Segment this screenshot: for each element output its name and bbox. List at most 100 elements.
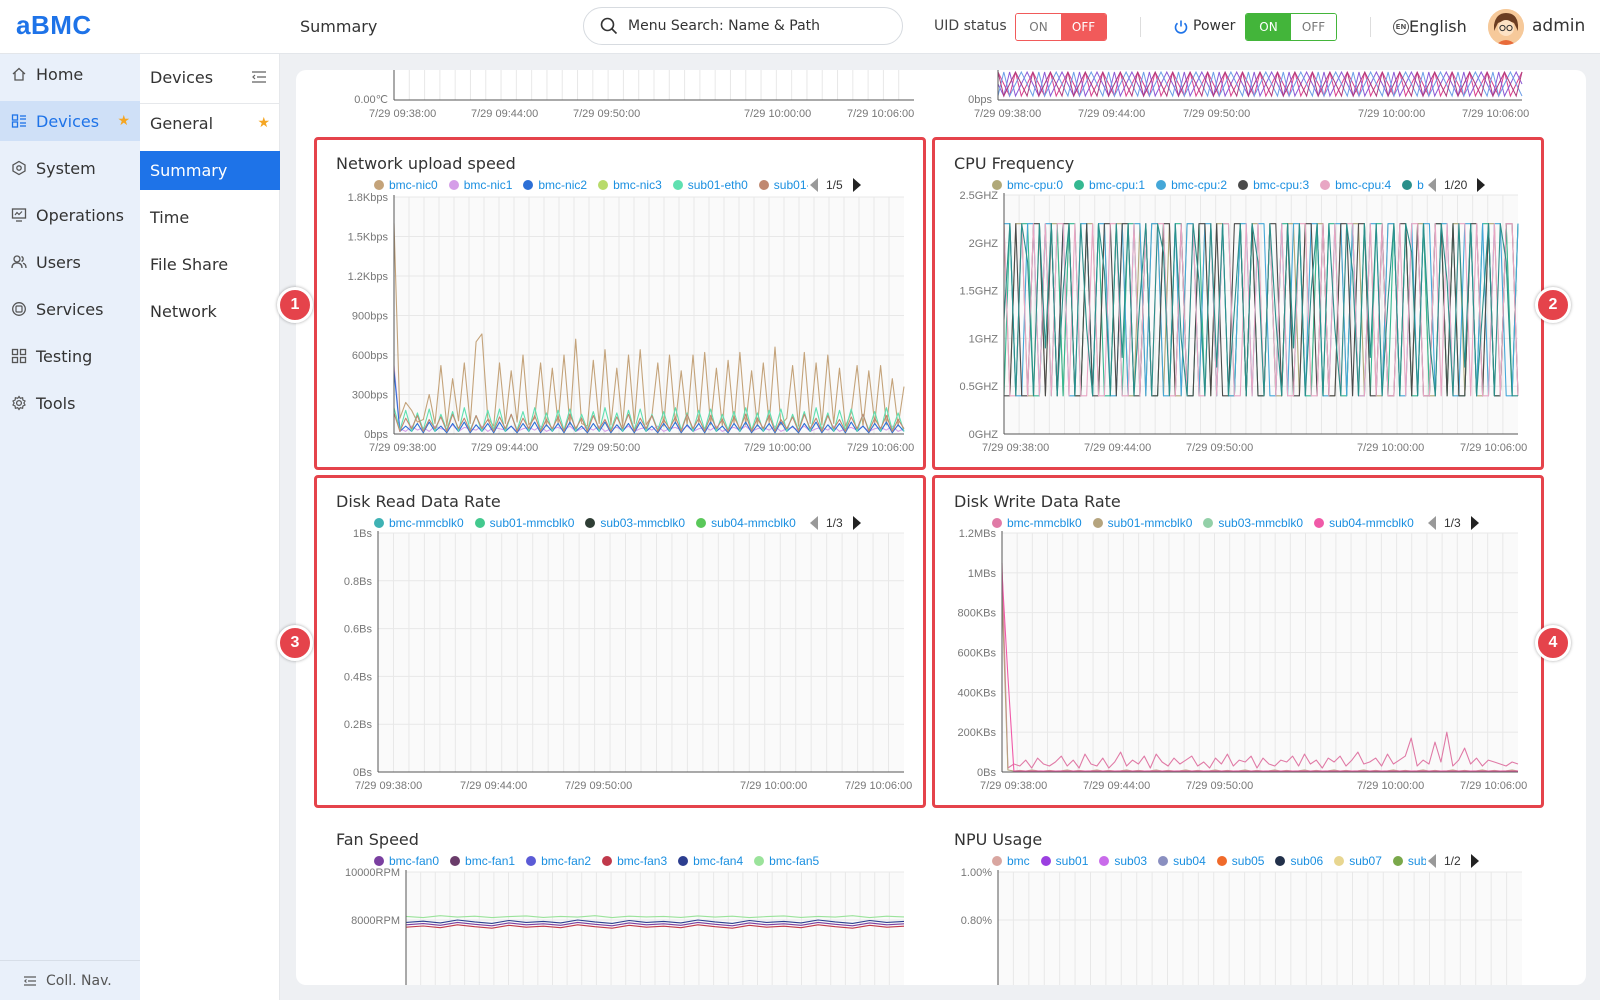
nav-item-devices[interactable]: Devices ★	[0, 101, 140, 141]
legend-item[interactable]: sub03-mmcblk0	[585, 516, 685, 530]
legend-prev-icon[interactable]	[810, 516, 818, 530]
legend-prev-icon[interactable]	[1428, 178, 1436, 192]
chart-panel-cpu-frequency[interactable]: CPU Frequency bmc-cpu:0 bmc-cpu:1 bmc-cpu:2…	[932, 137, 1544, 470]
sub-nav-item-time[interactable]: Time	[140, 198, 280, 237]
legend-item[interactable]: sub01-	[758, 178, 808, 192]
chart-panel-disk-read-data-rate[interactable]: Disk Read Data Rate bmc-mmcblk0 sub01-mmcb…	[314, 475, 926, 808]
legend-item[interactable]: bmc-fan3	[602, 854, 667, 868]
legend-next-icon[interactable]	[1470, 516, 1479, 530]
legend-item[interactable]: bmc-fan5	[754, 854, 819, 868]
nav-item-operations[interactable]: Operations	[0, 195, 140, 235]
y-tick-label: 0.00℃	[354, 94, 388, 106]
legend-label: bmc-fan4	[693, 854, 744, 868]
content-area[interactable]: 0.00℃ 7/29 09:38:00 7/29 09:44:00 7/29 09:…	[296, 70, 1586, 985]
legend-next-icon[interactable]	[852, 516, 861, 530]
sub-nav-item-summary[interactable]: Summary	[140, 151, 280, 190]
operations-icon	[11, 208, 27, 222]
menu-search-input[interactable]: Menu Search: Name & Path	[583, 7, 903, 45]
legend-item[interactable]: bmc-fan2	[526, 854, 591, 868]
nav-item-home[interactable]: Home	[0, 54, 140, 94]
legend-item[interactable]: sub07	[1334, 854, 1382, 868]
nav-item-tools[interactable]: Tools	[0, 383, 140, 423]
legend-item[interactable]: bmc-fan4	[678, 854, 743, 868]
sub-nav-label: File Share	[150, 255, 229, 274]
legend-item[interactable]: bmc-fan0	[374, 854, 439, 868]
legend-item[interactable]: bmc-cpu:4	[1320, 178, 1391, 192]
legend-item[interactable]: subl	[1392, 854, 1426, 868]
legend-next-icon[interactable]	[1470, 854, 1479, 868]
uid-status-label: UID status	[934, 18, 1007, 34]
language-icon: EN	[1393, 19, 1409, 35]
x-tick-label: 7/29 09:44:00	[471, 442, 538, 454]
chart-panel-fan-speed[interactable]: Fan Speed bmc-fan0 bmc-fan1 bmc-fan2 bmc-fan…	[314, 813, 926, 985]
legend-item[interactable]: sub04-mmcblk0	[1314, 516, 1414, 530]
sub-nav-label: Time	[150, 208, 190, 227]
legend-prev-icon[interactable]	[1428, 516, 1436, 530]
collapse-sub-nav-icon[interactable]	[252, 71, 266, 83]
legend-item[interactable]: bmc-cpu:0	[992, 178, 1063, 192]
legend-pager: 1/3	[810, 515, 861, 531]
avatar[interactable]	[1488, 9, 1524, 45]
legend-item[interactable]: bmc-cpu:1	[1074, 178, 1145, 192]
legend-next-icon[interactable]	[1477, 178, 1486, 192]
legend-dot-icon	[526, 856, 537, 866]
star-icon[interactable]: ★	[117, 113, 130, 129]
power-toggle[interactable]: ON OFF	[1245, 13, 1337, 41]
uid-on-option[interactable]: ON	[1016, 14, 1061, 40]
legend-item[interactable]: sub01	[1040, 854, 1088, 868]
legend-item[interactable]: sub03-mmcblk0	[1203, 516, 1303, 530]
nav-item-testing[interactable]: Testing	[0, 336, 140, 376]
language-selector[interactable]: English	[1409, 17, 1467, 36]
chart-panel-npu-usage[interactable]: NPU Usage bmc sub01 sub03 sub04 sub05 sub06 sub…	[932, 813, 1544, 985]
legend-item[interactable]: bmc-nic1	[448, 178, 512, 192]
sub-nav-item-network[interactable]: Network	[140, 292, 280, 331]
chart-panel-network-upload-speed[interactable]: Network upload speed bmc-nic0 bmc-nic1 bmc-…	[314, 137, 926, 470]
legend-item[interactable]: sub01-mmcblk0	[1092, 516, 1192, 530]
sub-nav-item-general[interactable]: General ★	[140, 104, 280, 143]
uid-status-toggle[interactable]: ON OFF	[1015, 13, 1107, 41]
legend-item[interactable]: sub06	[1275, 854, 1323, 868]
nav-item-services[interactable]: Services	[0, 289, 140, 329]
user-name[interactable]: admin	[1532, 16, 1586, 36]
main-nav: Home Devices ★ System Operations Users S…	[0, 54, 140, 1000]
legend-item[interactable]: sub01-mmcblk0	[474, 516, 574, 530]
legend-item[interactable]: bmc-fan1	[450, 854, 515, 868]
legend-label: bmc	[1007, 854, 1030, 868]
y-tick-label: 1.00%	[961, 867, 992, 879]
sub-nav-item-file-share[interactable]: File Share	[140, 245, 280, 284]
legend-item[interactable]: bmc-mmcblk0	[374, 516, 464, 530]
legend-prev-icon[interactable]	[810, 178, 818, 192]
legend-label: sub03-mmcblk0	[1218, 516, 1304, 530]
legend-next-icon[interactable]	[852, 178, 861, 192]
legend-item[interactable]: bmc-mmcblk0	[992, 516, 1082, 530]
annotation-marker: 2	[1535, 287, 1571, 323]
nav-item-system[interactable]: System	[0, 148, 140, 188]
nav-item-users[interactable]: Users	[0, 242, 140, 282]
collapse-nav-button[interactable]: Coll. Nav.	[0, 960, 140, 1000]
x-tick-label: 7/29 09:50:00	[1186, 442, 1253, 454]
legend-dot-icon	[450, 856, 461, 866]
uid-off-option[interactable]: OFF	[1061, 14, 1106, 40]
power-on-option[interactable]: ON	[1246, 14, 1291, 40]
legend-item[interactable]: bmc-cpu:3	[1238, 178, 1309, 192]
legend-item[interactable]: bmc-cpu:2	[1156, 178, 1227, 192]
legend-item[interactable]: sub05	[1216, 854, 1264, 868]
legend-item[interactable]: sub01-eth0	[672, 178, 748, 192]
legend-item[interactable]: sub04	[1158, 854, 1206, 868]
power-off-option[interactable]: OFF	[1291, 14, 1336, 40]
chart-canvas: 0Bs 200KBs 400KBs 600KBs 800KBs 1MBs 1.2MBs 7/2…	[957, 528, 1527, 792]
star-icon[interactable]: ★	[257, 115, 270, 131]
legend-item[interactable]: sub03	[1099, 854, 1147, 868]
legend-item[interactable]: br	[1402, 178, 1424, 192]
legend-item[interactable]: bmc-nic0	[374, 178, 438, 192]
legend-prev-icon[interactable]	[1428, 854, 1436, 868]
chart-panel-disk-write-data-rate[interactable]: Disk Write Data Rate bmc-mmcblk0 sub01-mmc…	[932, 475, 1544, 808]
sub-nav: Devices General ★ Summary Time File Shar…	[140, 54, 280, 1000]
chart-legend: bmc-nic0 bmc-nic1 bmc-nic2 bmc-nic3 sub01-et…	[374, 177, 808, 193]
legend-dot-icon	[1203, 518, 1214, 528]
legend-item[interactable]: bmc-nic3	[598, 178, 662, 192]
app-logo[interactable]: aBMC	[16, 10, 92, 40]
legend-item[interactable]: bmc	[992, 854, 1030, 868]
legend-item[interactable]: sub04-mmcblk0	[696, 516, 796, 530]
legend-item[interactable]: bmc-nic2	[523, 178, 587, 192]
